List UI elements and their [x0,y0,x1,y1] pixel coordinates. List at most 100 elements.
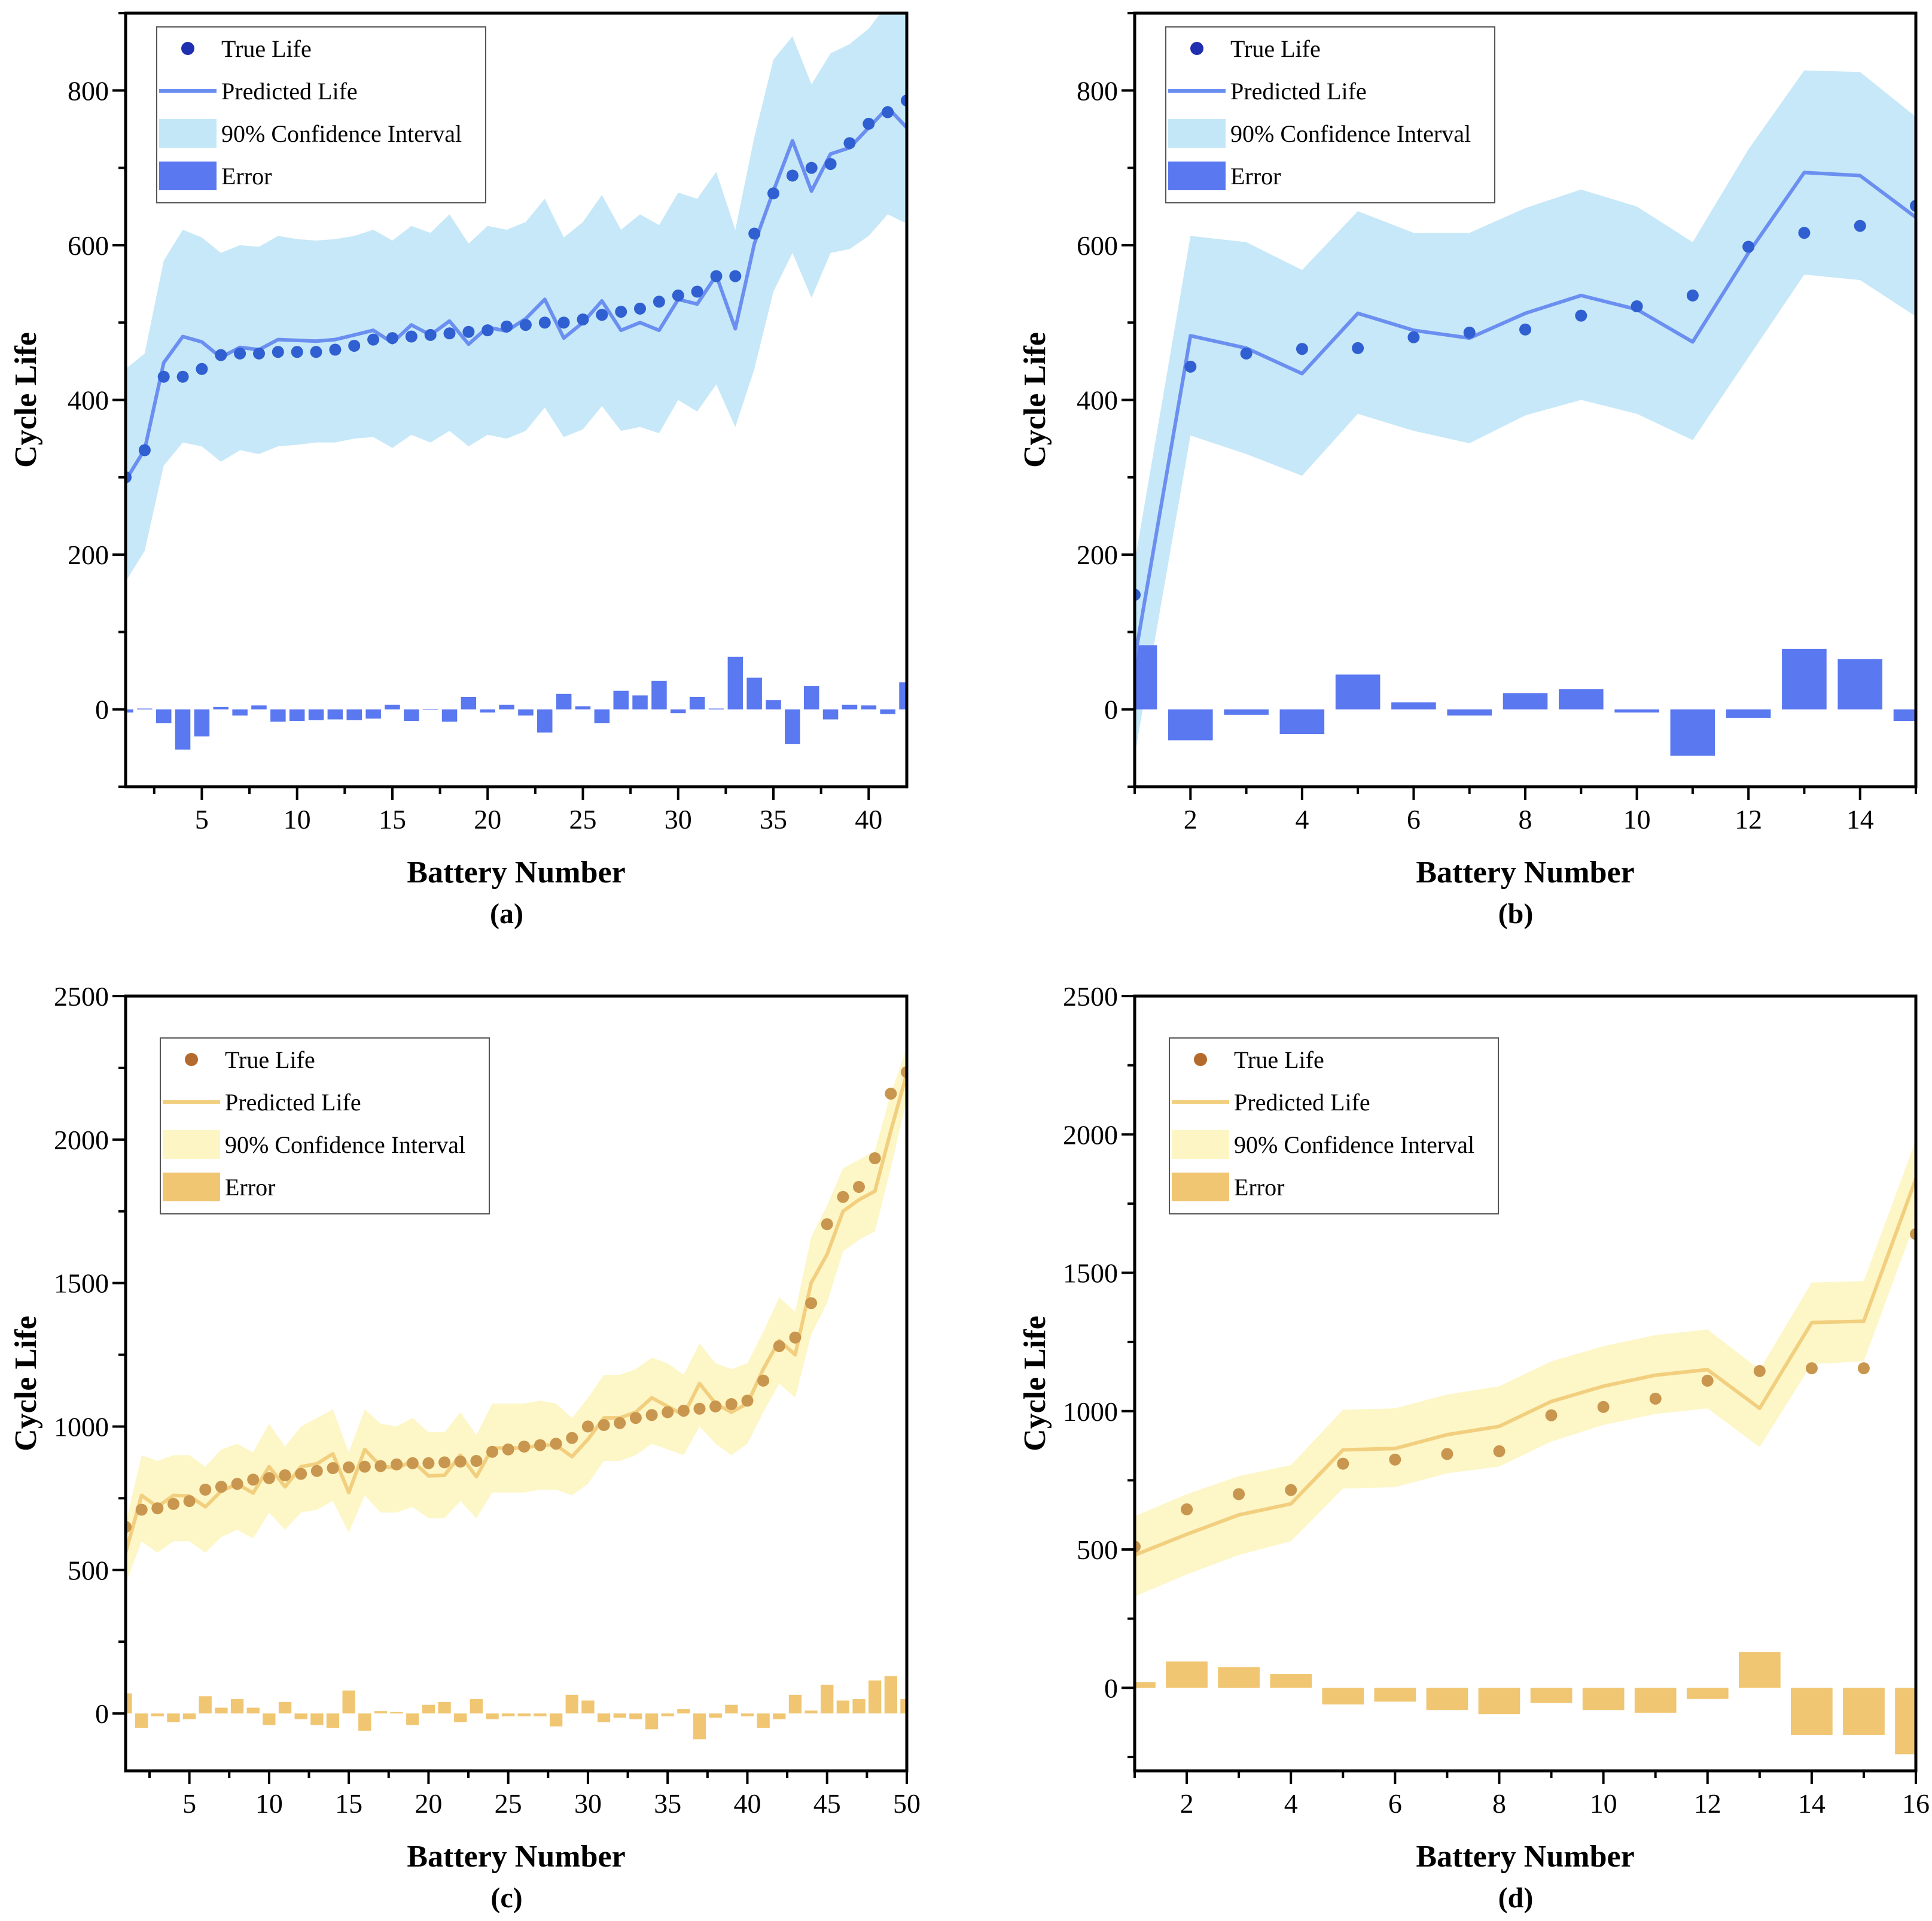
plot-area [126,1048,907,1740]
error-bar [213,707,228,710]
error-bar [499,704,514,710]
error-bar [693,1713,706,1740]
true-life-point [1389,1453,1401,1466]
error-bar [183,1713,196,1719]
x-tick-label: 8 [1492,1788,1506,1819]
x-tick-label: 2 [1180,1788,1194,1819]
error-bar [1322,1688,1364,1705]
legend: True Life Predicted Life 90% Confidence In… [160,1037,490,1214]
error-bar [1224,709,1269,715]
y-tick-label: 1000 [54,1411,109,1442]
legend-swatch-true-life [1190,42,1203,55]
y-axis-label: Cycle Life [1018,332,1052,468]
error-bar [404,709,419,721]
true-life-point [1463,327,1476,339]
error-bar [671,709,686,714]
legend-true-life-label: True Life [1234,1046,1324,1073]
error-bar [390,1712,403,1714]
true-life-point [1686,289,1699,302]
x-tick-label: 25 [495,1788,522,1819]
error-bar [251,705,267,710]
error-bar [804,686,819,710]
legend-predicted-life-label: Predicted Life [1230,78,1367,105]
error-bar [327,709,343,720]
y-axis-label: Cycle Life [1018,1316,1052,1451]
error-bar [310,1713,324,1725]
x-tick-label: 40 [855,804,882,835]
true-life-point [748,227,761,240]
true-life-point [566,1432,578,1444]
error-bar [385,704,400,710]
error-bar [278,1701,292,1714]
error-bar [422,1704,435,1714]
error-bar [788,1694,802,1714]
true-life-point [1240,347,1253,360]
true-life-point [519,319,532,331]
error-bar [137,708,153,710]
x-tick-label: 5 [182,1788,196,1819]
error-bar [822,709,839,720]
true-life-point [391,1458,403,1471]
axes-frame [1133,994,1918,1773]
x-tick-label: 35 [760,804,787,835]
true-life-point [454,1456,467,1468]
true-life-point [615,306,627,318]
true-life-point [1597,1401,1610,1413]
true-life-point [1545,1409,1558,1421]
legend-swatch-confidence-interval [163,1130,220,1159]
error-bar [502,1713,515,1716]
true-life-point [348,340,361,352]
true-life-point [167,1497,179,1510]
true-life-point [502,1443,514,1456]
true-life-point [199,1484,212,1496]
true-life-point [1184,360,1197,373]
error-bar [289,709,305,721]
true-life-point [215,349,227,361]
legend-confidence-interval-label: 90% Confidence Interval [1234,1131,1474,1158]
true-life-point [550,1438,562,1450]
error-bar [1739,1652,1781,1688]
true-life-point [741,1395,754,1407]
x-tick-label: 8 [1519,804,1532,835]
true-life-point [405,330,418,343]
true-life-point [557,316,570,329]
x-tick-label: 30 [574,1788,602,1819]
error-bar [1447,709,1492,716]
x-tick-label: 10 [284,804,311,835]
error-bar [746,677,762,710]
true-life-point [215,1481,227,1493]
y-tick-label: 1500 [1063,1258,1118,1289]
true-life-point [645,1409,658,1421]
y-tick-label: 0 [1104,1673,1118,1703]
error-bar [358,1713,371,1731]
error-bar [861,705,877,710]
error-bar [708,708,724,710]
legend-error-label: Error [1234,1174,1284,1201]
error-bar [556,693,572,710]
true-life-point [1753,1365,1766,1377]
x-tick-label: 15 [335,1788,362,1819]
true-life-point [151,1502,164,1515]
true-life-point [253,347,265,360]
predicted-life-line [1135,1178,1916,1557]
x-axis-label: Battery Number [407,856,625,890]
error-bar [1670,709,1715,756]
y-tick-label: 1500 [54,1268,109,1299]
legend-swatch-true-life [185,1053,198,1066]
true-life-point [691,285,703,298]
true-life-point [343,1461,355,1474]
true-life-point [486,1445,498,1458]
error-bar [308,709,324,720]
error-bar [1686,1688,1729,1699]
true-life-point [577,313,589,325]
legend: True Life Predicted Life 90% Confidence In… [156,26,486,203]
true-life-point [1519,323,1531,336]
true-life-point [1649,1392,1662,1405]
y-axis-label: Cycle Life [9,332,43,468]
true-life-point [327,1462,339,1474]
error-bar [194,709,210,736]
x-axis-label: Battery Number [1416,1840,1634,1874]
error-bar [486,1713,499,1719]
panel-d: 2 4 6 8 10 12 14 16 0 500 1000 1500 2000 2500 Battery … [1018,981,1930,1874]
true-life-point [614,1417,626,1429]
